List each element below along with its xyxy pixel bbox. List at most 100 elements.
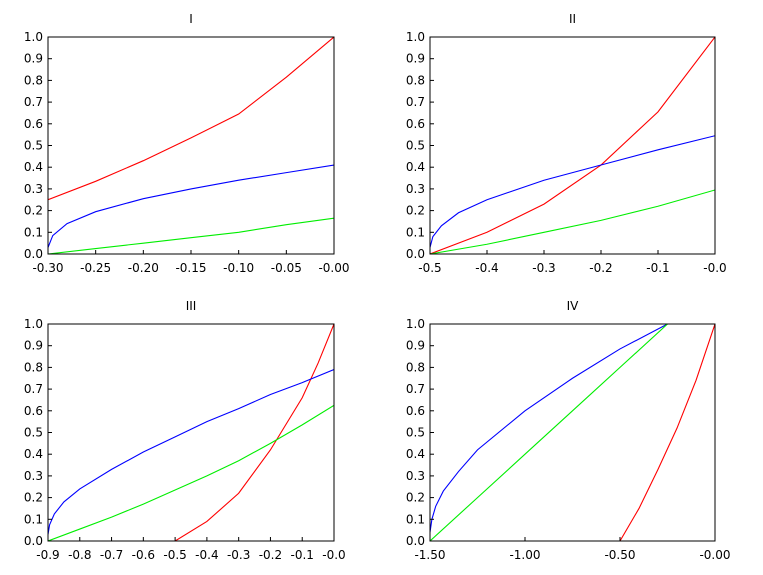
y-tick-label: 0.4 xyxy=(406,447,425,461)
plot-area xyxy=(430,324,715,541)
x-tick-label: -1.00 xyxy=(509,548,540,562)
series-line-3 xyxy=(430,324,668,541)
plot-area xyxy=(430,37,715,254)
y-tick-label: 0.0 xyxy=(406,534,425,548)
panel-4: 0.0 0.1 0.2 0.3 0.4 0.5 0.6 0.7 0.8 0.9 1.0 -1.50 -1… xyxy=(406,299,731,562)
y-tick-label: 0.7 xyxy=(406,95,425,109)
y-tick-label: 0.7 xyxy=(406,382,425,396)
panel-title: IV xyxy=(567,299,580,313)
series-line-1 xyxy=(430,37,715,254)
series-line-1 xyxy=(174,324,334,541)
y-tick-label: 0.4 xyxy=(406,160,425,174)
y-tick-label: 0.5 xyxy=(406,139,425,153)
x-tick-label: -0.2 xyxy=(589,261,612,275)
x-tick-label: -0.20 xyxy=(128,261,159,275)
y-tick-label: 0.9 xyxy=(406,339,425,353)
x-tick-label: -0.6 xyxy=(132,548,155,562)
y-tick-label: 0.3 xyxy=(406,469,425,483)
plot-frame xyxy=(429,36,716,255)
y-tick-label: 0.3 xyxy=(406,182,425,196)
x-tick-label: -0.9 xyxy=(36,548,59,562)
y-tick-label: 0.6 xyxy=(406,117,425,131)
y-tick-label: 0.7 xyxy=(24,382,43,396)
x-tick-label: -0.05 xyxy=(271,261,302,275)
x-tick-label: -0.5 xyxy=(418,261,441,275)
y-tick-label: 0.6 xyxy=(406,404,425,418)
y-tick-label: 0.4 xyxy=(24,447,43,461)
y-tick-label: 0.5 xyxy=(406,426,425,440)
y-tick-label: 0.9 xyxy=(24,339,43,353)
x-tick-label: -0.7 xyxy=(100,548,123,562)
x-tick-label: -0.10 xyxy=(223,261,254,275)
plot-frame xyxy=(47,323,335,542)
y-tick-label: 0.8 xyxy=(24,360,43,374)
series-line-3 xyxy=(48,217,334,254)
series-line-2 xyxy=(48,369,334,535)
y-tick-label: 1.0 xyxy=(406,317,425,331)
x-tick-label: -0.4 xyxy=(475,261,498,275)
x-tick-label: -0.25 xyxy=(80,261,111,275)
plot-frame xyxy=(429,323,716,542)
panel-3: 0.0 0.1 0.2 0.3 0.4 0.5 0.6 0.7 0.8 0.9 1.0 -0.9 -0.… xyxy=(24,299,346,562)
y-tick-label: 0.0 xyxy=(24,534,43,548)
y-tick-label: 0.6 xyxy=(24,117,43,131)
y-tick-label: 0.9 xyxy=(406,52,425,66)
y-tick-label: 0.9 xyxy=(24,52,43,66)
y-tick-label: 0.8 xyxy=(406,73,425,87)
series-line-3 xyxy=(430,189,715,254)
series-line-1 xyxy=(619,324,715,541)
y-tick-label: 0.5 xyxy=(24,426,43,440)
y-tick-label: 0.6 xyxy=(24,404,43,418)
panel-title: I xyxy=(189,12,193,26)
y-tick-label: 0.4 xyxy=(24,160,43,174)
x-tick-label: -0.3 xyxy=(227,548,250,562)
y-tick-label: 0.1 xyxy=(24,225,43,239)
plot-area xyxy=(48,37,334,254)
y-tick-label: 0.3 xyxy=(24,182,43,196)
y-tick-label: 0.1 xyxy=(406,512,425,526)
y-tick-label: 0.2 xyxy=(24,204,43,218)
y-tick-label: 0.5 xyxy=(24,139,43,153)
y-tick-label: 0.7 xyxy=(24,95,43,109)
x-tick-label: -0.4 xyxy=(195,548,218,562)
y-tick-label: 0.1 xyxy=(24,512,43,526)
y-tick-label: 0.1 xyxy=(406,225,425,239)
panel-title: II xyxy=(569,12,576,26)
panel-1: 0.0 0.1 0.2 0.3 0.4 0.5 0.6 0.7 0.8 0.9 1.0 -0.30 -0… xyxy=(24,12,350,275)
x-tick-label: -0.5 xyxy=(163,548,186,562)
plot-area xyxy=(48,324,334,541)
series-line-2 xyxy=(48,164,334,248)
panel-title: III xyxy=(186,299,197,313)
y-tick-label: 0.2 xyxy=(24,491,43,505)
x-tick-label: -0.50 xyxy=(604,548,635,562)
y-tick-label: 0.3 xyxy=(24,469,43,483)
x-tick-label: -0.15 xyxy=(175,261,206,275)
series-line-3 xyxy=(48,404,334,541)
y-tick-label: 0.8 xyxy=(406,360,425,374)
x-tick-label: -0.3 xyxy=(532,261,555,275)
y-tick-label: 0.2 xyxy=(406,491,425,505)
y-tick-label: 0.8 xyxy=(24,73,43,87)
series-line-2 xyxy=(430,324,668,533)
series-line-1 xyxy=(48,37,334,201)
x-tick-label: -0.1 xyxy=(291,548,314,562)
y-tick-label: 1.0 xyxy=(24,30,43,44)
x-tick-label: -0.2 xyxy=(259,548,282,562)
y-tick-label: 0.0 xyxy=(406,247,425,261)
series-line-2 xyxy=(430,135,715,248)
y-tick-label: 0.2 xyxy=(406,204,425,218)
y-tick-label: 1.0 xyxy=(24,317,43,331)
y-tick-label: 1.0 xyxy=(406,30,425,44)
x-tick-label: -0.1 xyxy=(646,261,669,275)
x-tick-label: -0.00 xyxy=(318,261,349,275)
x-tick-label: -0.00 xyxy=(699,548,730,562)
plot-frame xyxy=(47,36,335,255)
x-tick-label: -1.50 xyxy=(414,548,445,562)
x-tick-label: -0.0 xyxy=(703,261,726,275)
x-tick-label: -0.8 xyxy=(68,548,91,562)
panel-2: 0.0 0.1 0.2 0.3 0.4 0.5 0.6 0.7 0.8 0.9 1.0 -0.5 -0.… xyxy=(406,12,727,275)
x-tick-label: -0.0 xyxy=(322,548,345,562)
x-tick-label: -0.30 xyxy=(32,261,63,275)
y-tick-label: 0.0 xyxy=(24,247,43,261)
